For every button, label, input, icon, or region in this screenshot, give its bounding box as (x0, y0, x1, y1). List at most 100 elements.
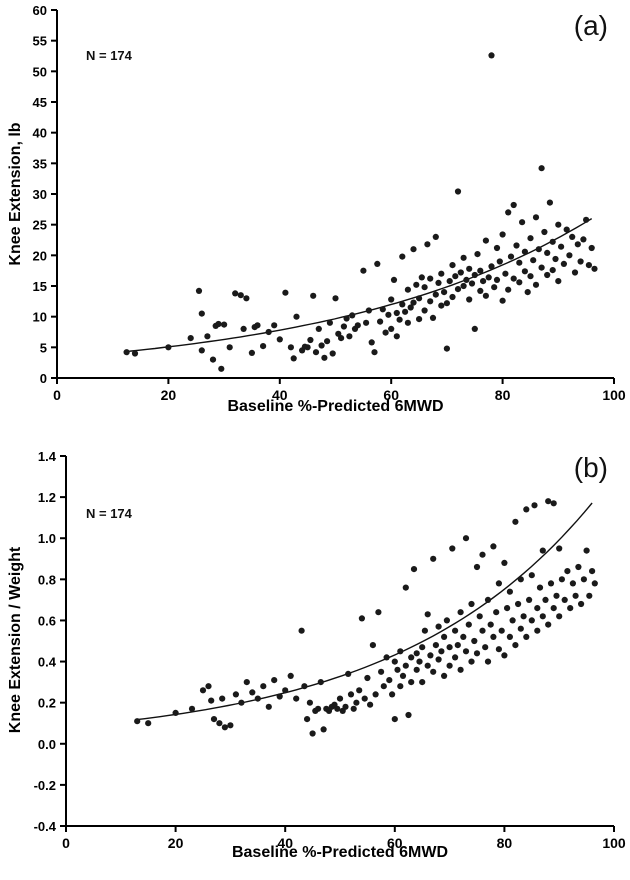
data-point (474, 251, 481, 258)
y-tick-label: 35 (33, 156, 47, 171)
data-point (446, 662, 453, 669)
data-point (441, 633, 448, 640)
data-point (336, 695, 344, 702)
data-point (397, 683, 404, 690)
data-point (501, 652, 508, 659)
data-point (435, 279, 442, 286)
data-point (358, 615, 365, 622)
data-point (498, 627, 505, 634)
data-point (466, 296, 473, 303)
data-point (276, 336, 283, 343)
data-point (550, 500, 557, 507)
data-point (410, 299, 417, 306)
data-point (443, 300, 450, 307)
data-point (542, 596, 549, 603)
data-point (488, 52, 495, 59)
data-point (479, 627, 486, 634)
data-point (452, 654, 459, 661)
data-point (413, 650, 420, 657)
data-point (209, 356, 217, 363)
data-point (495, 646, 502, 653)
data-point (388, 325, 395, 332)
y-tick-label: 5 (40, 340, 47, 355)
panel-a-y-axis-title: Knee Extension, lb (7, 122, 24, 266)
data-point (254, 695, 261, 702)
data-point (564, 568, 571, 575)
data-point (485, 274, 492, 281)
data-point (265, 703, 272, 710)
data-point (416, 295, 423, 302)
data-point (205, 683, 212, 690)
data-point (482, 292, 489, 299)
data-point (364, 674, 371, 682)
y-tick-label: 40 (33, 126, 47, 141)
y-tick-label: 1.2 (38, 490, 56, 505)
data-point (505, 286, 512, 293)
data-point (477, 287, 484, 294)
data-point (536, 584, 544, 591)
data-point (307, 336, 314, 344)
data-point (457, 269, 464, 276)
data-point (488, 263, 495, 270)
data-point (438, 648, 445, 655)
data-point (506, 588, 513, 595)
data-point (249, 689, 256, 696)
data-point (471, 271, 478, 279)
data-point (134, 718, 141, 725)
data-point (379, 306, 386, 313)
data-point (513, 242, 520, 249)
data-point (535, 246, 542, 253)
data-point (430, 555, 437, 562)
data-point (304, 716, 311, 723)
data-point (165, 344, 172, 351)
x-tick-label: 60 (383, 387, 399, 403)
data-point (391, 716, 398, 723)
data-point (282, 687, 289, 694)
data-point (394, 666, 401, 673)
data-point (418, 274, 425, 281)
data-point (293, 695, 300, 702)
data-point (480, 278, 487, 285)
data-point (380, 683, 387, 690)
y-tick-label: 0.4 (38, 655, 57, 670)
data-point (407, 304, 414, 311)
data-point (569, 580, 577, 587)
data-point (188, 705, 196, 712)
data-point (332, 295, 339, 302)
x-tick-label: 40 (277, 835, 293, 851)
data-point (221, 321, 228, 328)
data-point (208, 697, 215, 704)
data-point (298, 627, 305, 634)
data-point (569, 233, 576, 240)
data-point (575, 563, 582, 571)
y-tick-label: 60 (33, 3, 47, 18)
data-point (563, 226, 570, 233)
x-tick-label: 100 (602, 387, 626, 403)
x-tick-label: 60 (387, 835, 403, 851)
data-point (457, 666, 464, 673)
data-point (523, 633, 530, 640)
y-tick-label: 25 (33, 218, 47, 233)
y-tick-label: 0.0 (38, 737, 56, 752)
data-point (512, 518, 519, 525)
data-point (416, 658, 423, 665)
x-tick-label: 0 (53, 387, 61, 403)
data-point (496, 258, 503, 265)
fit-curve (137, 502, 593, 721)
data-point (240, 325, 247, 332)
data-point (566, 252, 573, 259)
data-point (226, 344, 233, 351)
data-point (591, 580, 598, 587)
data-point (516, 259, 523, 266)
data-point (586, 592, 593, 599)
data-point (556, 545, 563, 552)
data-point (515, 600, 522, 608)
data-point (454, 188, 462, 195)
data-point (198, 347, 205, 354)
data-point (232, 691, 239, 698)
fit-curve (123, 218, 593, 353)
data-point (580, 576, 588, 583)
y-tick-label: 10 (33, 310, 47, 325)
panel-b-y-axis-title: Knee Extension / Weight (7, 546, 24, 734)
